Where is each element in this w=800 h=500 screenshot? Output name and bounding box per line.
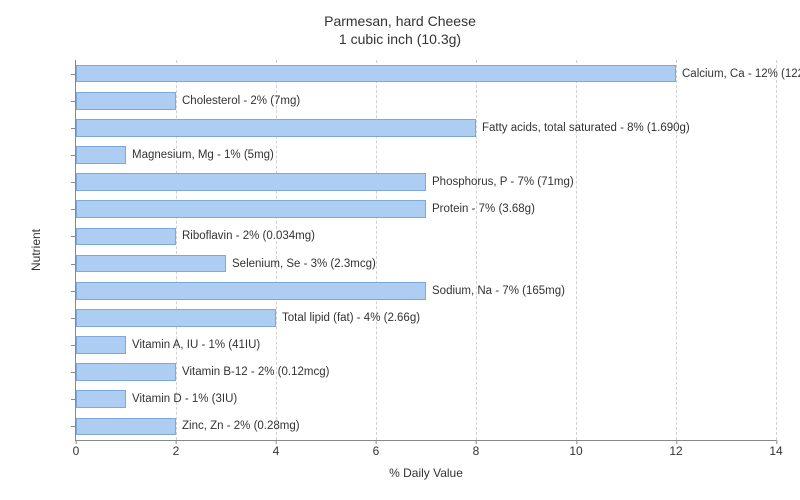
nutrient-bar-label: Riboflavin - 2% (0.034mg) [182, 230, 315, 242]
nutrient-bar-label: Vitamin B-12 - 2% (0.12mcg) [182, 366, 329, 378]
nutrient-bar-label: Vitamin D - 1% (3IU) [132, 393, 237, 405]
nutrient-bar-label: Sodium, Na - 7% (165mg) [432, 285, 565, 297]
nutrient-bar-label: Total lipid (fat) - 4% (2.66g) [282, 312, 420, 324]
plot-area: Nutrient % Daily Value 02468101214Calciu… [75, 60, 776, 441]
y-tickmark [71, 345, 76, 346]
y-tickmark [71, 372, 76, 373]
gridline [776, 60, 777, 440]
chart-title-line1: Parmesan, hard Cheese [0, 12, 800, 30]
nutrient-bar-label: Magnesium, Mg - 1% (5mg) [132, 149, 274, 161]
nutrient-bar [76, 418, 176, 436]
nutrient-bar-label: Protein - 7% (3.68g) [432, 203, 535, 215]
nutrient-bar [76, 92, 176, 110]
y-tickmark [71, 264, 76, 265]
x-tick-label: 14 [769, 444, 782, 458]
x-tick-label: 8 [473, 444, 480, 458]
nutrient-bar [76, 390, 126, 408]
y-tickmark [71, 236, 76, 237]
nutrient-bar-label: Vitamin A, IU - 1% (41IU) [132, 339, 260, 351]
gridline [676, 60, 677, 440]
nutrient-bar-label: Selenium, Se - 3% (2.3mcg) [232, 258, 376, 270]
y-tickmark [71, 291, 76, 292]
y-axis-label: Nutrient [29, 229, 43, 271]
y-tickmark [71, 209, 76, 210]
nutrient-bar [76, 173, 426, 191]
gridline [376, 60, 377, 440]
y-tickmark [71, 128, 76, 129]
nutrient-bar [76, 309, 276, 327]
chart-title-line2: 1 cubic inch (10.3g) [0, 30, 800, 48]
x-tick-label: 12 [669, 444, 682, 458]
nutrient-bar-label: Calcium, Ca - 12% (122mg) [682, 68, 800, 80]
x-tick-label: 4 [273, 444, 280, 458]
nutrient-bar [76, 255, 226, 273]
y-tickmark [71, 155, 76, 156]
x-axis-label: % Daily Value [389, 466, 463, 480]
x-tick-label: 2 [173, 444, 180, 458]
gridline [276, 60, 277, 440]
nutrient-bar-label: Zinc, Zn - 2% (0.28mg) [182, 420, 300, 432]
nutrient-bar [76, 146, 126, 164]
nutrient-bar [76, 65, 676, 83]
nutrient-bar [76, 363, 176, 381]
y-tickmark [71, 101, 76, 102]
nutrient-bar [76, 228, 176, 246]
nutrient-bar [76, 282, 426, 300]
nutrient-bar [76, 119, 476, 137]
nutrient-bar-label: Fatty acids, total saturated - 8% (1.690… [482, 122, 690, 134]
x-tick-label: 0 [73, 444, 80, 458]
nutrient-bar-label: Phosphorus, P - 7% (71mg) [432, 176, 574, 188]
y-tickmark [71, 74, 76, 75]
nutrient-bar-label: Cholesterol - 2% (7mg) [182, 95, 300, 107]
gridline [576, 60, 577, 440]
nutrient-bar [76, 200, 426, 218]
y-tickmark [71, 426, 76, 427]
nutrient-bar [76, 336, 126, 354]
chart-container: Parmesan, hard Cheese 1 cubic inch (10.3… [0, 0, 800, 500]
gridline [176, 60, 177, 440]
chart-title: Parmesan, hard Cheese 1 cubic inch (10.3… [0, 12, 800, 48]
gridline [476, 60, 477, 440]
x-tick-label: 10 [569, 444, 582, 458]
x-tick-label: 6 [373, 444, 380, 458]
y-tickmark [71, 399, 76, 400]
y-tickmark [71, 182, 76, 183]
y-tickmark [71, 318, 76, 319]
